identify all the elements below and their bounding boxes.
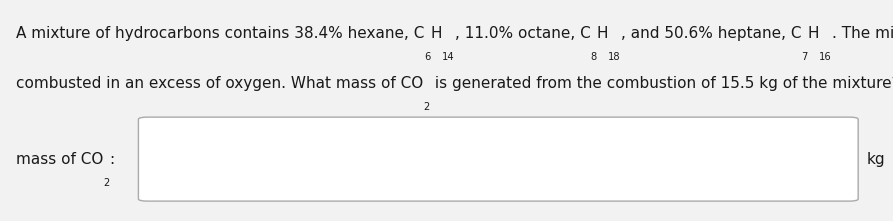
Text: :: : [110,152,115,167]
Text: H: H [430,26,442,41]
Text: is generated from the combustion of 15.5 kg of the mixture?: is generated from the combustion of 15.5… [430,76,893,91]
Text: 7: 7 [801,52,807,62]
Text: 2: 2 [423,103,430,112]
Text: 8: 8 [590,52,597,62]
Text: 6: 6 [424,52,430,62]
Text: 18: 18 [608,52,621,62]
Text: mass of CO: mass of CO [16,152,104,167]
Text: 16: 16 [819,52,831,62]
Text: 14: 14 [442,52,455,62]
Text: . The mixture is: . The mixture is [831,26,893,41]
Text: H: H [807,26,819,41]
Text: A mixture of hydrocarbons contains 38.4% hexane, C: A mixture of hydrocarbons contains 38.4%… [16,26,424,41]
Text: , 11.0% octane, C: , 11.0% octane, C [455,26,590,41]
Text: 2: 2 [104,178,110,188]
Text: H: H [597,26,608,41]
Text: combusted in an excess of oxygen. What mass of CO: combusted in an excess of oxygen. What m… [16,76,423,91]
Text: , and 50.6% heptane, C: , and 50.6% heptane, C [621,26,801,41]
Text: kg: kg [866,152,885,167]
